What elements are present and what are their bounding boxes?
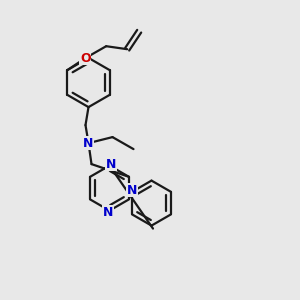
Text: N: N — [106, 158, 116, 171]
Text: O: O — [80, 52, 91, 65]
Text: N: N — [127, 184, 137, 197]
Text: N: N — [83, 136, 94, 150]
Text: N: N — [103, 206, 113, 219]
